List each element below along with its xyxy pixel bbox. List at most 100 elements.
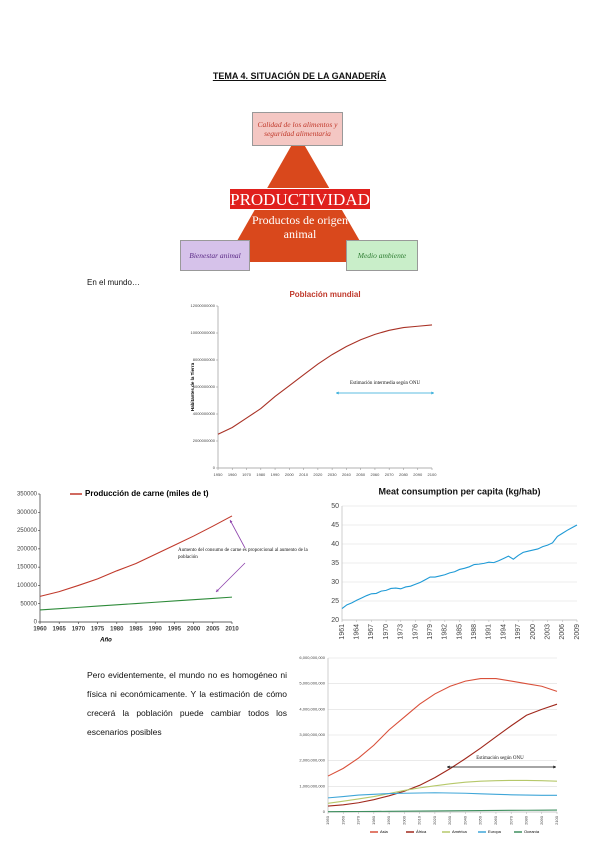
annotation: Estimación intermedia según ONU [349,381,421,386]
series-line [327,792,557,799]
x-tick-label: 1979 [427,624,434,640]
x-tick-label: 2040 [462,815,467,825]
y-tick-label: 2,000,000,000 [299,758,325,763]
series-line [327,677,558,777]
diagram-center: PRODUCTIVIDAD [229,188,371,210]
x-tick-label: 2080 [399,472,409,477]
y-tick-label: 50 [331,503,339,510]
x-tick-label: 2030 [447,815,452,825]
y-tick-label: 30 [331,579,339,586]
y-tick-label: 6,000,000,000 [299,655,325,660]
y-tick-label: 10000000000 [191,330,216,335]
y-tick-label: 12000000000 [191,303,216,308]
series-line [217,324,433,435]
y-tick-label: 50000 [20,601,37,607]
arrow-head [553,765,556,769]
x-tick-label: 2030 [328,472,338,477]
y-tick-label: 0 [323,809,326,814]
arrow-head [447,765,450,769]
legend-label: Producción de carne (miles de t) [85,489,209,498]
x-tick-label: 2003 [544,624,551,640]
x-tick-label: 1980 [256,472,266,477]
x-tick-label: 1967 [368,624,375,640]
y-tick-label: 40 [331,541,339,548]
arrow-head [336,391,339,395]
x-tick-label: 1970 [356,815,361,825]
y-tick-label: 8000000000 [193,357,216,362]
chart-title: Meat consumption per capita (kg/hab) [378,486,540,496]
series-line [39,596,233,611]
x-tick-label: 1991 [486,624,493,640]
y-tick-label: 300000 [17,510,38,516]
x-tick-label: 1976 [412,624,419,640]
y-tick-label: 45 [331,522,339,529]
x-axis-label: Año [99,638,112,644]
x-tick-label: 1961 [339,624,346,640]
x-tick-label: 2000 [285,472,295,477]
y-tick-label: 0 [34,620,38,626]
paragraph: Pero evidentemente, el mundo no es homog… [87,670,287,737]
x-tick-label: 1988 [471,624,478,640]
x-tick-label: 1960 [33,627,47,633]
series-line [327,809,558,813]
diagram-subtitle: Productos de origen animal [252,213,348,241]
x-tick-label: 1970 [72,627,86,633]
x-tick-label: 1985 [456,624,463,640]
series-line [327,779,558,804]
x-tick-label: 1970 [383,624,390,640]
y-tick-label: 4,000,000,000 [299,706,325,711]
x-tick-label: 2100 [428,472,438,477]
series-line [341,524,578,610]
x-tick-label: 2060 [493,815,498,825]
x-tick-label: 2010 [225,627,239,633]
x-tick-label: 2100 [554,815,559,825]
intro-text: En el mundo… [87,278,140,287]
annotation-arrow [215,562,246,593]
x-tick-label: 1950 [325,815,330,825]
x-tick-label: 2060 [370,472,380,477]
x-tick-label: 1997 [515,624,522,640]
y-tick-label: 25 [331,598,339,605]
x-tick-label: 1990 [271,472,281,477]
x-tick-label: 1964 [354,624,361,640]
diagram-right: Medio ambiente [346,240,418,271]
x-tick-label: 2020 [432,815,437,825]
legend-label: Europa [488,829,502,834]
y-tick-label: 100000 [17,583,38,589]
y-tick-label: 200000 [17,546,38,552]
legend-label: África [416,829,427,834]
y-tick-label: 0 [213,465,216,470]
y-tick-label: 2000000000 [193,438,216,443]
x-tick-label: 1990 [386,815,391,825]
legend-label: Asia [380,829,389,834]
x-tick-label: 2000 [530,624,537,640]
x-tick-label: 2080 [524,815,529,825]
arrow-head [229,520,233,523]
y-tick-label: 1,000,000,000 [299,783,325,788]
annotation-arrow [229,519,246,549]
annotation: Estimación según ONU [476,756,524,761]
series-line [327,703,558,807]
series-line [39,515,233,597]
y-tick-label: 35 [331,560,339,567]
y-tick-label: 4000000000 [193,411,216,416]
x-tick-label: 2010 [299,472,309,477]
x-tick-label: 1950 [214,472,224,477]
x-tick-label: 2020 [313,472,323,477]
x-tick-label: 2050 [356,472,366,477]
x-tick-label: 2009 [574,624,581,640]
legend-label: Oceanía [524,829,540,834]
x-tick-label: 2005 [206,627,220,633]
x-tick-label: 2050 [478,815,483,825]
y-tick-label: 3,000,000,000 [299,732,325,737]
x-tick-label: 2070 [385,472,395,477]
x-tick-label: 1994 [500,624,507,640]
diagram-left: Bienestar animal [180,240,250,271]
legend-label: América [452,829,467,834]
x-tick-label: 1973 [398,624,405,640]
x-tick-label: 1965 [53,627,67,633]
y-tick-label: 6000000000 [193,384,216,389]
diagram-top: Calidad de los alimentos y seguridad ali… [252,112,343,146]
